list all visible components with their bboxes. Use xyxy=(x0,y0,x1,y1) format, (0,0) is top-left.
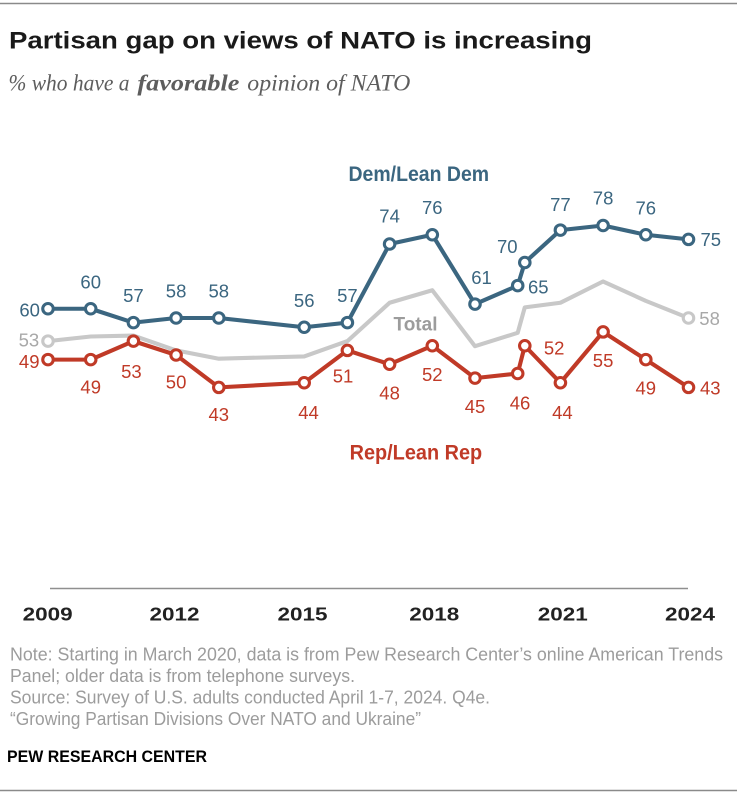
svg-text:2009: 2009 xyxy=(23,605,73,625)
svg-text:60: 60 xyxy=(19,300,40,321)
svg-text:45: 45 xyxy=(465,396,486,417)
svg-text:52: 52 xyxy=(544,338,565,359)
svg-text:57: 57 xyxy=(123,285,144,306)
svg-text:61: 61 xyxy=(471,267,492,288)
svg-text:Partisan gap on views of NATO: Partisan gap on views of NATO is increas… xyxy=(9,28,592,55)
svg-text:Panel; older data is from tele: Panel; older data is from telephone surv… xyxy=(10,666,355,686)
svg-text:favorable: favorable xyxy=(137,71,239,96)
svg-text:65: 65 xyxy=(528,277,549,298)
svg-text:Rep/Lean Rep: Rep/Lean Rep xyxy=(350,442,483,465)
svg-text:Dem/Lean Dem: Dem/Lean Dem xyxy=(349,163,490,186)
svg-text:48: 48 xyxy=(379,382,400,403)
svg-text:77: 77 xyxy=(550,194,571,215)
svg-text:60: 60 xyxy=(80,271,101,292)
svg-text:52: 52 xyxy=(422,364,443,385)
svg-text:2012: 2012 xyxy=(150,605,200,625)
svg-text:43: 43 xyxy=(700,378,721,399)
svg-text:49: 49 xyxy=(80,377,101,398)
svg-text:58: 58 xyxy=(209,281,230,302)
svg-text:56: 56 xyxy=(294,290,315,311)
svg-text:78: 78 xyxy=(593,187,614,208)
svg-text:70: 70 xyxy=(497,236,518,257)
svg-text:51: 51 xyxy=(333,365,354,386)
svg-text:57: 57 xyxy=(337,285,358,306)
svg-text:49: 49 xyxy=(19,351,40,372)
svg-text:53: 53 xyxy=(19,329,40,350)
svg-text:2015: 2015 xyxy=(278,605,328,625)
svg-text:44: 44 xyxy=(298,402,319,423)
svg-text:58: 58 xyxy=(699,308,720,329)
svg-text:75: 75 xyxy=(701,229,722,250)
svg-text:2021: 2021 xyxy=(538,605,588,625)
svg-text:50: 50 xyxy=(166,372,187,393)
svg-text:“Growing Partisan Divisions Ov: “Growing Partisan Divisions Over NATO an… xyxy=(10,709,421,729)
svg-text:76: 76 xyxy=(636,197,657,218)
svg-text:2018: 2018 xyxy=(409,605,459,625)
svg-text:PEW RESEARCH CENTER: PEW RESEARCH CENTER xyxy=(7,747,207,766)
svg-text:opinion of NATO: opinion of NATO xyxy=(247,71,410,96)
svg-text:76: 76 xyxy=(422,197,443,218)
svg-text:Note: Starting in March 2020,: Note: Starting in March 2020, data is fr… xyxy=(10,645,723,665)
svg-text:% who have a: % who have a xyxy=(9,71,130,96)
svg-text:2024: 2024 xyxy=(665,605,715,625)
svg-text:53: 53 xyxy=(121,361,142,382)
svg-text:46: 46 xyxy=(510,393,531,414)
svg-text:58: 58 xyxy=(166,281,187,302)
svg-text:49: 49 xyxy=(636,378,657,399)
svg-text:Total: Total xyxy=(394,315,438,336)
svg-text:74: 74 xyxy=(379,206,400,227)
svg-text:44: 44 xyxy=(552,402,573,423)
svg-text:Source: Survey of U.S. adults: Source: Survey of U.S. adults conducted … xyxy=(10,687,490,707)
svg-text:55: 55 xyxy=(593,350,614,371)
svg-text:43: 43 xyxy=(209,404,230,425)
